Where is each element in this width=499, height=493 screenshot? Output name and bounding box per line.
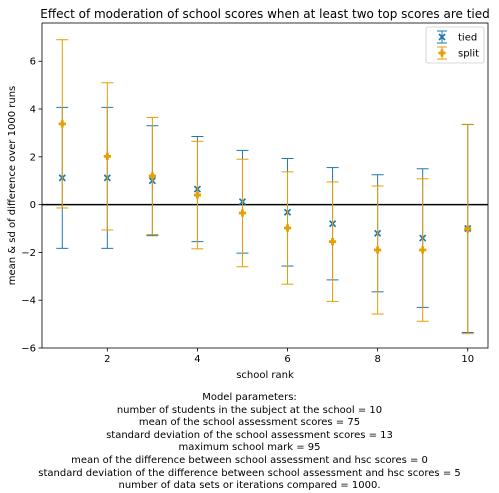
split-point bbox=[238, 209, 247, 217]
y-axis-label: mean & sd of difference over 1000 runs bbox=[7, 86, 18, 286]
legend-split-marker bbox=[438, 49, 446, 57]
plot-area bbox=[42, 39, 488, 335]
caption-line: number of students in the subject at the… bbox=[116, 404, 383, 416]
legend-split-label: split bbox=[458, 49, 479, 60]
y-tick-label: 0 bbox=[30, 200, 36, 211]
y-tick-label: 4 bbox=[30, 105, 36, 116]
x-tick-label: 4 bbox=[194, 354, 200, 365]
caption-line: maximum school mark = 95 bbox=[178, 442, 321, 454]
x-axis-label: school rank bbox=[236, 370, 294, 381]
y-tick-label: 2 bbox=[30, 152, 36, 163]
caption-line: standard deviation of the difference bet… bbox=[38, 467, 461, 479]
split-point bbox=[419, 246, 427, 254]
y-tick-label: −4 bbox=[21, 296, 36, 307]
split-point bbox=[283, 224, 292, 232]
series-split bbox=[56, 39, 474, 335]
legend-tied-label: tied bbox=[458, 33, 477, 44]
split-point bbox=[193, 191, 202, 199]
split-point bbox=[328, 238, 337, 246]
y-tick-label: −6 bbox=[21, 344, 36, 355]
caption-line: standard deviation of the school assessm… bbox=[106, 429, 393, 441]
split-point bbox=[374, 246, 382, 254]
caption-line: mean of the school assessment scores = 7… bbox=[138, 417, 361, 429]
legend-tied-marker bbox=[438, 33, 446, 41]
split-point bbox=[148, 172, 156, 180]
axes: 2 4 6 8 10 −6 −4 −2 0 2 4 6 bbox=[21, 57, 474, 365]
x-tick-label: 2 bbox=[104, 354, 110, 365]
split-point bbox=[58, 120, 66, 128]
x-tick-label: 10 bbox=[461, 354, 474, 365]
y-tick-label: 6 bbox=[30, 57, 36, 68]
y-tick-label: −2 bbox=[21, 248, 36, 259]
split-point bbox=[464, 225, 472, 233]
split-point bbox=[103, 152, 111, 160]
plot-frame bbox=[41, 22, 489, 349]
series-tied bbox=[56, 106, 474, 333]
model-parameters-caption: Model parameters: number of students in … bbox=[0, 392, 499, 493]
caption-line: mean of the difference between school as… bbox=[71, 454, 428, 466]
caption-line: Model parameters: bbox=[202, 392, 297, 403]
errorbar-chart: Effect of moderation of school scores wh… bbox=[7, 7, 490, 381]
chart-title: Effect of moderation of school scores wh… bbox=[40, 7, 490, 21]
legend: tied split bbox=[425, 26, 485, 64]
x-tick-label: 6 bbox=[284, 354, 290, 365]
x-tick-label: 8 bbox=[374, 354, 380, 365]
caption-line: number of data sets or iterations compar… bbox=[118, 480, 381, 492]
